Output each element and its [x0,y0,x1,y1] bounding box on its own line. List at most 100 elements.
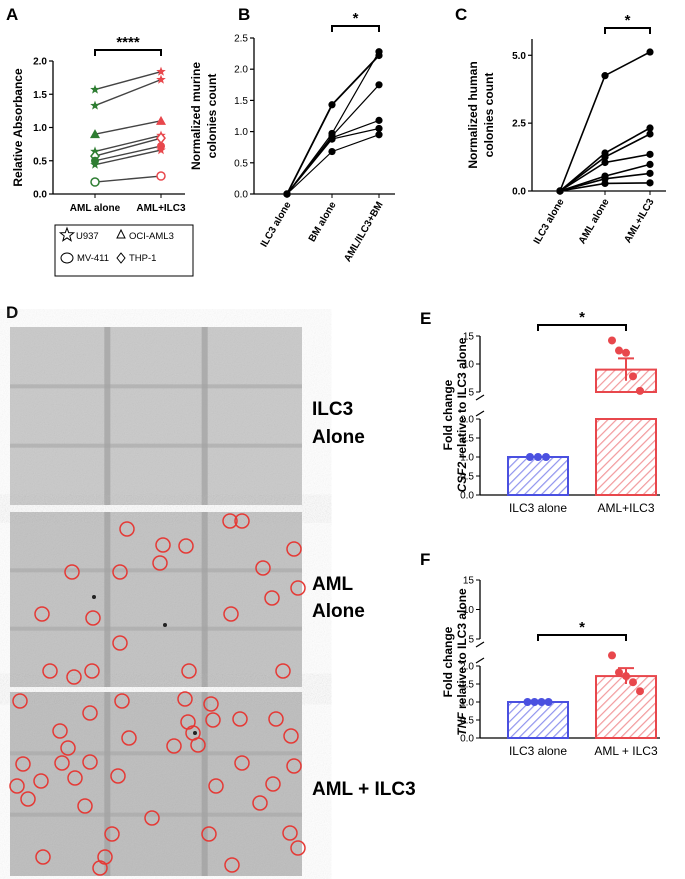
b-point [375,131,383,139]
colony-marker [54,755,70,771]
a-legend-item: U937 [76,231,99,242]
b-point [328,101,336,109]
f-y-tick-label: 10 [463,605,475,616]
e-y-tick-label: 2.0 [460,415,474,426]
a-y-axis-label: Relative Absorbance [11,68,25,187]
cell-debris [92,595,96,599]
e-data-point [629,372,637,381]
f-data-point [544,698,553,706]
panel-label-b: B [238,5,250,24]
a-y-tick-label: 1.0 [33,123,47,134]
colony-marker [224,857,240,873]
e-significance-label: * [579,309,585,326]
colony-marker [119,521,135,537]
f-significance-bracket [537,634,627,641]
c-y-axis-label-1: Normalized human [466,61,480,168]
c-point [646,150,654,158]
colony-marker [282,825,298,841]
tile-seam [201,692,208,876]
triangle-icon [116,228,126,239]
colony-marker [66,669,82,685]
colony-marker [208,778,224,794]
a-series-line [94,137,162,157]
d-label-ilc3-2: Alone [312,427,365,448]
chart-a: 0.0 0.5 1.0 1.5 2.0 AML alone AML+ILC3 Relative… [11,34,194,277]
a-y-tick-label: 0.0 [33,190,47,201]
f-y-tick-label: 0.0 [460,734,474,745]
colony-marker [234,755,250,771]
a-series-line [94,175,162,183]
colony-marker [166,738,182,754]
c-y-tick-label: 2.5 [512,119,526,130]
tile-seam [10,443,302,448]
a-series-line [94,120,162,135]
c-significance-label: * [625,12,631,29]
b-significance-label: * [353,10,359,27]
colony-marker [264,590,280,606]
a-legend-item: OCI-AML3 [129,231,174,242]
e-data-point [526,453,534,461]
colony-marker [114,693,130,709]
a-legend-item: THP-1 [129,253,156,264]
a-series-line [94,70,162,91]
b-point [283,190,291,198]
a-point-aml-alone [90,129,100,139]
e-error-bar [618,357,634,381]
tile-seam [104,512,111,687]
f-y-tick-label: 1.5 [460,680,474,691]
e-data-point [608,336,616,345]
a-point-aml-alone [90,159,100,169]
c-point [646,124,654,132]
colony-marker [205,712,221,728]
colony-marker [35,849,51,865]
f-data-point [629,678,637,687]
e-y-tick-label: 1.5 [460,434,474,445]
colony-marker [84,663,100,679]
e-data-point [622,348,630,357]
chart-c: 0.0 2.5 5.0 ILC3 alone AML alone AML+ILC3 Norm… [466,12,666,246]
e-data-point [636,386,644,395]
colony-marker [77,798,93,814]
c-point [646,160,654,168]
b-significance-bracket [331,25,380,32]
f-data-point [530,698,539,706]
tile-seam [10,384,302,389]
colony-marker [64,564,80,580]
tile-seam [201,327,208,505]
e-bar [507,456,569,496]
c-point [601,153,609,161]
c-point [601,72,609,80]
f-data-point [537,698,546,706]
colony-marker [223,606,239,622]
a-series-line [94,134,162,153]
a-series-line [94,149,162,166]
c-significance-bracket [604,27,651,34]
c-point [601,179,609,187]
colony-marker [33,773,49,789]
b-x-tick-label: BM alone [307,200,339,244]
f-y-tick-label: 5 [468,635,474,646]
colony-marker [121,730,137,746]
f-x-tick-label: AML + ILC3 [594,744,658,758]
d-label-aml-ilc3: AML + ILC3 [312,779,416,800]
c-point [646,130,654,138]
a-point-aml-ilc3 [156,74,166,84]
colony-marker [9,778,25,794]
f-y-tick-label: 15 [463,576,475,587]
a-point-aml-ilc3 [156,145,166,155]
colony-marker [290,840,306,856]
panel-label-a: A [6,5,18,24]
e-bar-lower [595,418,657,496]
colony-marker [222,513,238,529]
b-series-line [286,134,380,195]
micrograph-texture [10,692,302,876]
b-y-tick-label: 0.5 [234,158,248,169]
a-significance-label: **** [116,34,140,51]
colony-marker [268,711,284,727]
f-y-tick-label: 1.0 [460,698,474,709]
b-series-line [286,51,380,195]
a-legend: U937 OCI-AML3 MV-411 THP-1 [54,224,194,277]
a-legend-item: MV-411 [77,253,109,264]
